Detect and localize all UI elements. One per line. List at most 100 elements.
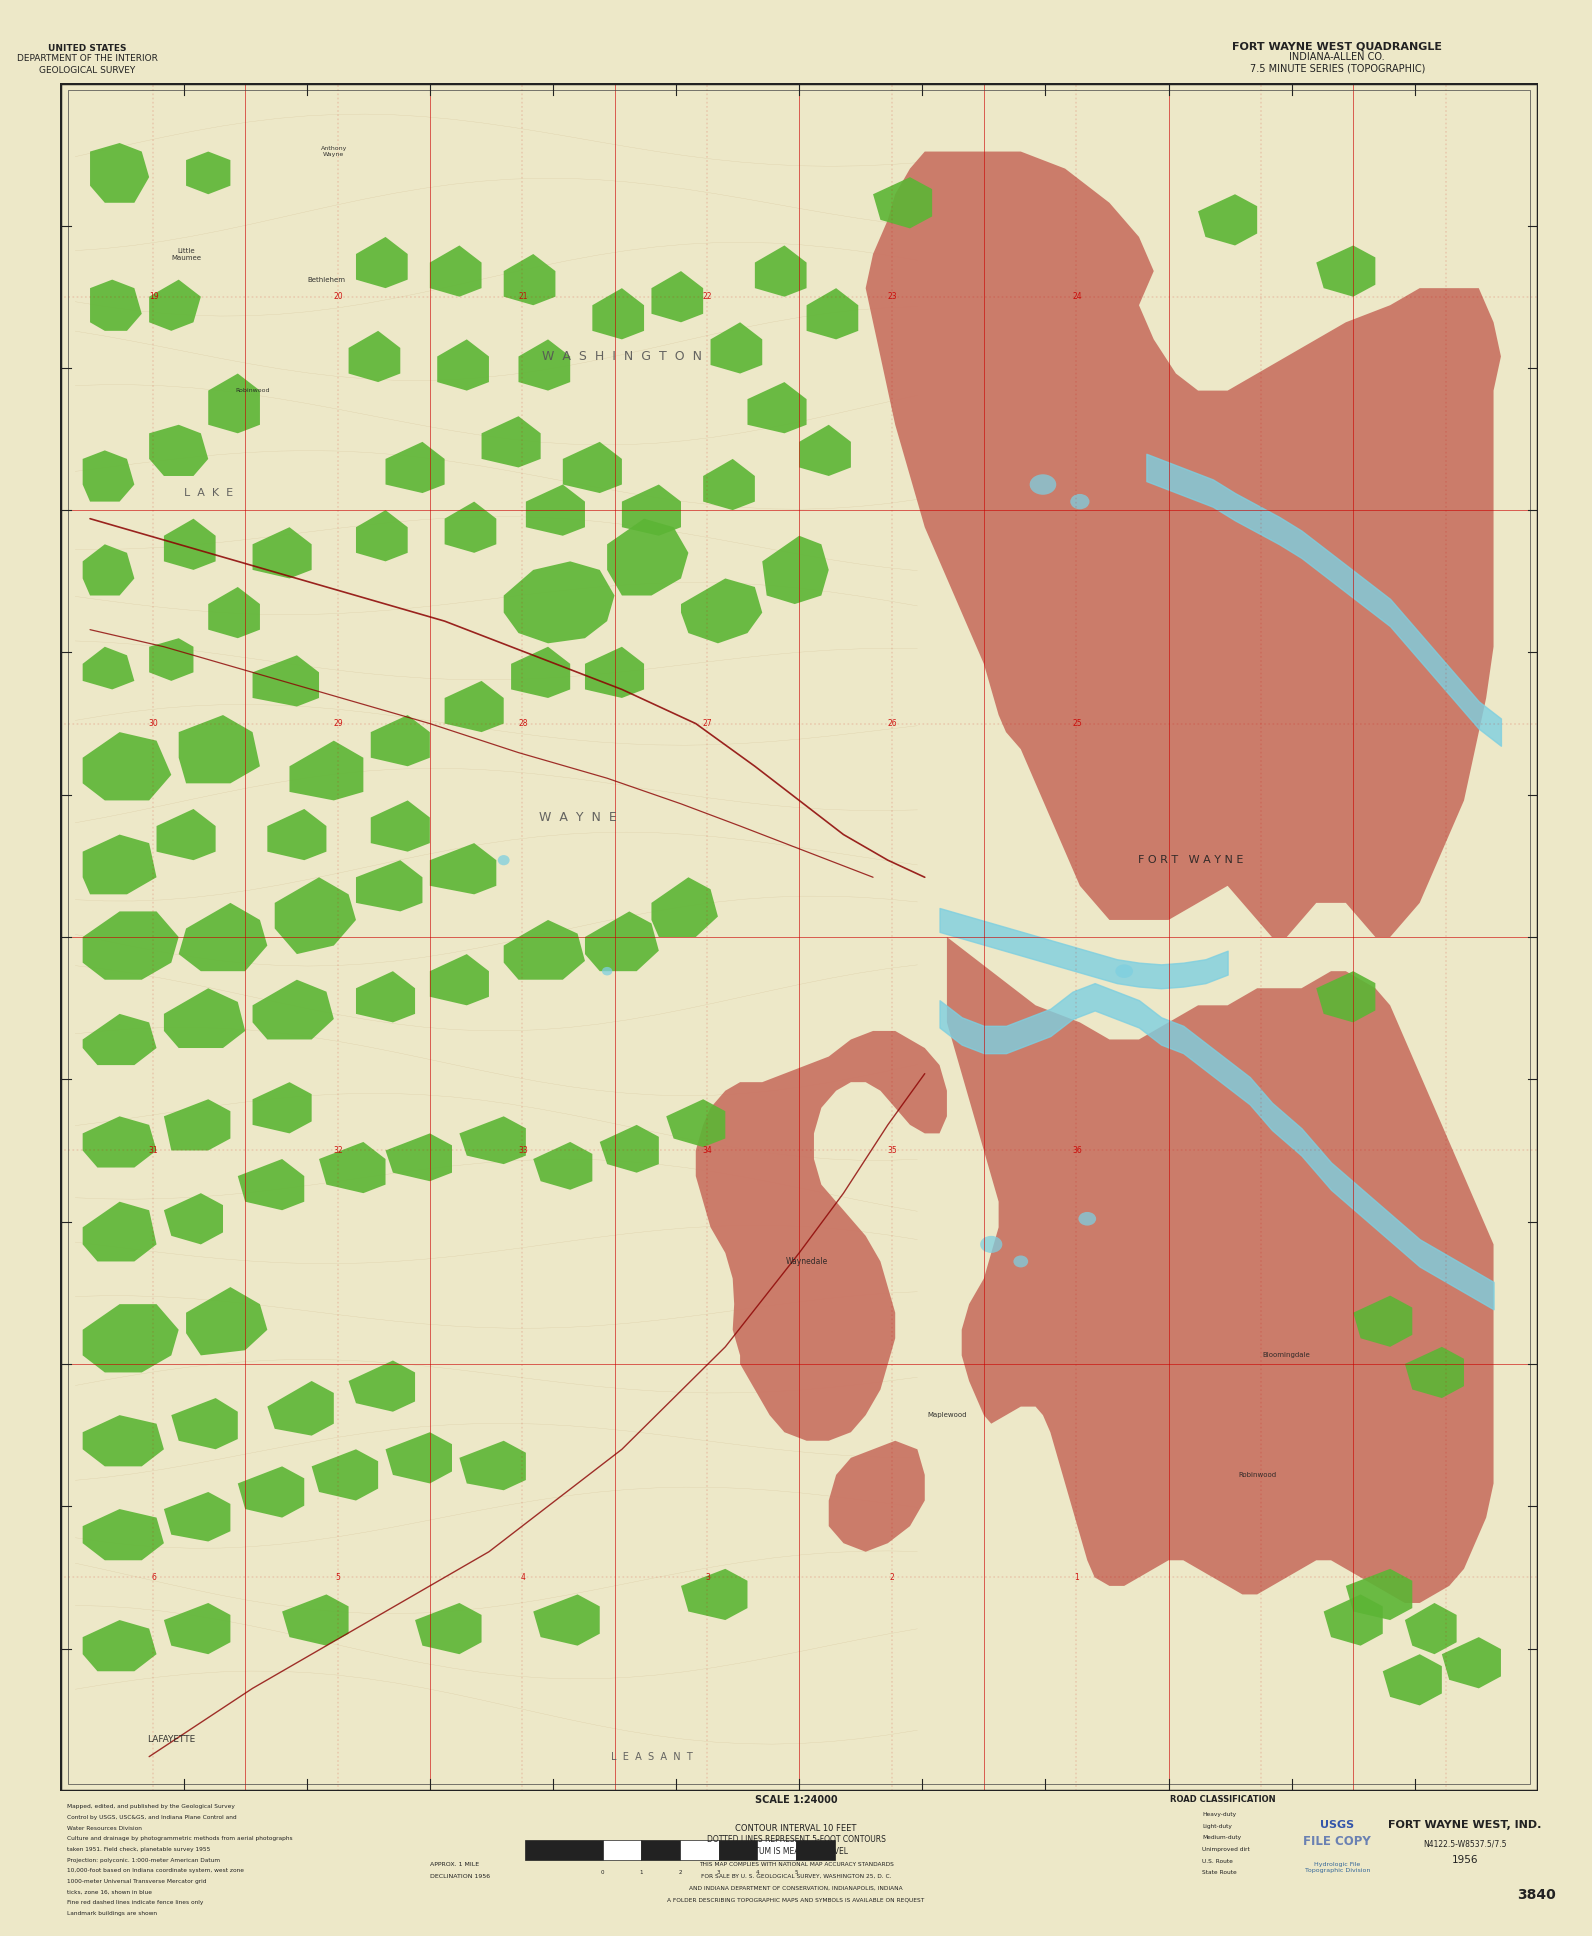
Polygon shape [696, 1032, 947, 1440]
Text: Robinwood: Robinwood [1239, 1471, 1277, 1477]
Text: W  A  S  H  I  N  G  T  O  N: W A S H I N G T O N [541, 350, 702, 362]
Polygon shape [282, 1595, 349, 1646]
Bar [796, 1839, 834, 1860]
Text: A FOLDER DESCRIBING TOPOGRAPHIC MAPS AND SYMBOLS IS AVAILABLE ON REQUEST: A FOLDER DESCRIBING TOPOGRAPHIC MAPS AND… [667, 1897, 925, 1903]
Text: 3: 3 [705, 1572, 710, 1582]
Text: Water Resources Division: Water Resources Division [67, 1826, 142, 1831]
Text: Bethlehem: Bethlehem [307, 277, 345, 283]
Text: 35: 35 [887, 1146, 898, 1156]
Polygon shape [164, 1100, 231, 1150]
Text: Waynedale: Waynedale [785, 1256, 828, 1266]
Text: 5: 5 [336, 1572, 341, 1582]
Polygon shape [186, 1287, 267, 1355]
Text: 1000-meter Universal Transverse Mercator grid: 1000-meter Universal Transverse Mercator… [67, 1878, 207, 1884]
Text: 6: 6 [151, 1572, 156, 1582]
Polygon shape [651, 877, 718, 937]
Text: Control by USGS, USC&GS, and Indiana Plane Control and: Control by USGS, USC&GS, and Indiana Pla… [67, 1816, 237, 1820]
Polygon shape [438, 339, 489, 391]
Polygon shape [83, 1014, 156, 1065]
Polygon shape [665, 1100, 726, 1146]
Polygon shape [172, 1398, 237, 1450]
Polygon shape [253, 654, 318, 707]
Text: 33: 33 [517, 1146, 529, 1156]
Text: Hydrologic File
Topographic Division: Hydrologic File Topographic Division [1304, 1862, 1371, 1874]
Text: DOTTED LINES REPRESENT 5-FOOT CONTOURS: DOTTED LINES REPRESENT 5-FOOT CONTOURS [707, 1835, 885, 1845]
Text: Light-duty: Light-duty [1202, 1824, 1232, 1830]
Polygon shape [600, 1125, 659, 1173]
Text: Unimproved dirt: Unimproved dirt [1202, 1847, 1250, 1853]
Polygon shape [164, 1193, 223, 1245]
Polygon shape [503, 920, 584, 980]
Polygon shape [83, 451, 134, 501]
Polygon shape [1404, 1603, 1457, 1653]
Bar [525, 1839, 603, 1860]
Polygon shape [460, 1117, 525, 1164]
Text: 2: 2 [678, 1870, 681, 1874]
Polygon shape [872, 178, 933, 228]
Polygon shape [83, 1508, 164, 1560]
Polygon shape [357, 972, 416, 1022]
Text: 7.5 MINUTE SERIES (TOPOGRAPHIC): 7.5 MINUTE SERIES (TOPOGRAPHIC) [1250, 64, 1425, 74]
Text: 32: 32 [333, 1146, 342, 1156]
Polygon shape [651, 271, 704, 321]
Polygon shape [83, 732, 172, 800]
Text: DEPARTMENT OF THE INTERIOR: DEPARTMENT OF THE INTERIOR [18, 54, 158, 64]
Text: Heavy-duty: Heavy-duty [1202, 1812, 1235, 1818]
Polygon shape [710, 321, 763, 374]
Text: USGS: USGS [1320, 1820, 1355, 1830]
Polygon shape [1383, 1653, 1442, 1706]
Polygon shape [237, 1466, 304, 1518]
Text: APPROX. 1 MILE: APPROX. 1 MILE [430, 1862, 479, 1868]
Polygon shape [947, 937, 1493, 1603]
Polygon shape [150, 279, 201, 331]
Text: 31: 31 [148, 1146, 158, 1156]
Text: 23: 23 [887, 292, 896, 302]
Polygon shape [519, 339, 570, 391]
Polygon shape [564, 441, 622, 494]
Polygon shape [164, 987, 245, 1047]
Text: FOR SALE BY U. S. GEOLOGICAL SURVEY, WASHINGTON 25, D. C.: FOR SALE BY U. S. GEOLOGICAL SURVEY, WAS… [700, 1874, 892, 1880]
Polygon shape [533, 1142, 592, 1191]
Ellipse shape [1116, 964, 1134, 978]
Polygon shape [829, 1440, 925, 1553]
Polygon shape [866, 151, 1501, 937]
Polygon shape [178, 902, 267, 972]
Polygon shape [584, 647, 645, 699]
Text: GEOLOGICAL SURVEY: GEOLOGICAL SURVEY [40, 66, 135, 76]
Polygon shape [267, 1380, 334, 1437]
Polygon shape [357, 860, 422, 912]
Text: 4: 4 [756, 1870, 759, 1874]
Text: ticks, zone 16, shown in blue: ticks, zone 16, shown in blue [67, 1890, 151, 1895]
Polygon shape [748, 381, 807, 434]
Polygon shape [253, 1082, 312, 1133]
Text: 1956: 1956 [1452, 1855, 1477, 1864]
Polygon shape [607, 519, 688, 596]
Bar [603, 1839, 642, 1860]
Polygon shape [1353, 1295, 1412, 1347]
Text: taken 1951. Field check, planetable survey 1955: taken 1951. Field check, planetable surv… [67, 1847, 210, 1853]
Ellipse shape [1070, 494, 1089, 509]
Polygon shape [1199, 194, 1258, 246]
Polygon shape [385, 1433, 452, 1483]
Bar [718, 1839, 758, 1860]
Polygon shape [318, 1142, 385, 1193]
Polygon shape [83, 1620, 156, 1671]
Polygon shape [763, 536, 829, 604]
Polygon shape [1404, 1347, 1465, 1398]
Text: 3: 3 [716, 1870, 721, 1874]
Polygon shape [164, 1603, 231, 1653]
Text: 34: 34 [702, 1146, 713, 1156]
Text: 20: 20 [333, 292, 342, 302]
Polygon shape [1323, 1595, 1383, 1646]
Text: 25: 25 [1071, 718, 1081, 728]
Text: 4: 4 [521, 1572, 525, 1582]
Polygon shape [584, 912, 659, 972]
Text: DECLINATION 1956: DECLINATION 1956 [430, 1874, 490, 1880]
Polygon shape [1442, 1638, 1501, 1688]
Ellipse shape [602, 966, 613, 976]
Polygon shape [481, 416, 541, 467]
Text: N4122.5-W8537.5/7.5: N4122.5-W8537.5/7.5 [1423, 1839, 1506, 1849]
Text: Culture and drainage by photogrammetric methods from aerial photographs: Culture and drainage by photogrammetric … [67, 1835, 293, 1841]
Polygon shape [357, 509, 408, 561]
Polygon shape [799, 424, 850, 476]
